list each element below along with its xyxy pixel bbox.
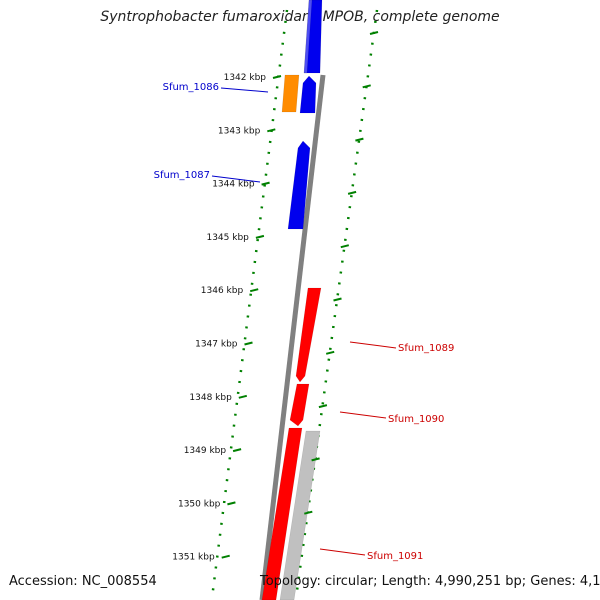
gene-label: Sfum_1087 [154, 170, 210, 181]
scale-labels: 1342 kbp 1343 kbp 1344 kbp 1345 kbp 1346 kbp… [172, 31, 379, 563]
gene-label: Sfum_1089 [398, 343, 454, 354]
right-tick-mark [318, 404, 328, 409]
right-tick-mark [304, 510, 313, 515]
scale-label: 1343 kbp [218, 126, 261, 136]
gene-1086 [281, 74, 300, 113]
right-tick-mark [369, 31, 379, 35]
backbone-line [259, 74, 326, 600]
scale-label: 1345 kbp [206, 233, 249, 243]
gene-1089 [295, 287, 322, 383]
right-tick-mark [347, 190, 357, 195]
gene-leader-line [211, 175, 261, 183]
scale-label: 1347 kbp [195, 340, 238, 350]
scale-tick-mark [221, 554, 230, 559]
scale-tick-mark [255, 234, 265, 239]
scale-tick-mark [261, 181, 270, 186]
scale-label: 1346 kbp [201, 286, 244, 296]
scale-label: 1349 kbp [184, 446, 227, 456]
gene-1087 [287, 140, 311, 230]
scale-tick-mark [227, 501, 236, 506]
gene-label: Sfum_1090 [388, 414, 444, 425]
scale-tick-mark [249, 288, 259, 293]
scale-label: 1351 kbp [172, 553, 215, 563]
scale-tick-mark [244, 341, 253, 346]
topology-label: Topology: circular; Length: 4,990,251 bp… [260, 574, 600, 589]
right-tick-mark [311, 457, 320, 462]
scale-tick-mark [238, 394, 248, 399]
scale-label: 1342 kbp [224, 73, 267, 83]
left-tick-ruler [210, 9, 289, 599]
gene-leader-line [319, 548, 366, 556]
gene-top-reverse [303, 0, 323, 74]
right-tick-mark [325, 350, 335, 355]
gene-leader-line [349, 341, 397, 349]
gene-forward-b [261, 427, 303, 600]
scale-tick-mark [232, 448, 242, 453]
backbone [259, 74, 326, 600]
gene-label: Sfum_1091 [367, 551, 423, 562]
gene-top-highlight [303, 0, 313, 74]
scale-tick-mark [267, 128, 276, 133]
right-tick-mark [355, 137, 364, 142]
gene-labels: Sfum_1086 Sfum_1087 Sfum_1089 Sfum_1090 Sfum… [154, 82, 455, 562]
right-tick-mark [340, 244, 350, 249]
gene-features [261, 0, 323, 600]
gene-leader-line [339, 411, 387, 419]
scale-label: 1344 kbp [212, 180, 255, 190]
right-tick-mark [333, 297, 342, 302]
scale-label: 1350 kbp [178, 499, 221, 509]
map-title: Syntrophobacter fumaroxidans MPOB, compl… [100, 9, 500, 25]
gene-reverse-a [299, 75, 317, 114]
gene-1090 [289, 383, 310, 427]
gene-1091 [279, 430, 321, 600]
scale-tick-mark [272, 75, 282, 79]
scale-label: 1348 kbp [189, 393, 232, 403]
gene-leader-line [220, 87, 269, 93]
right-tick-mark [362, 84, 371, 89]
gene-label: Sfum_1086 [163, 82, 219, 93]
accession-label: Accession: NC_008554 [9, 574, 157, 589]
